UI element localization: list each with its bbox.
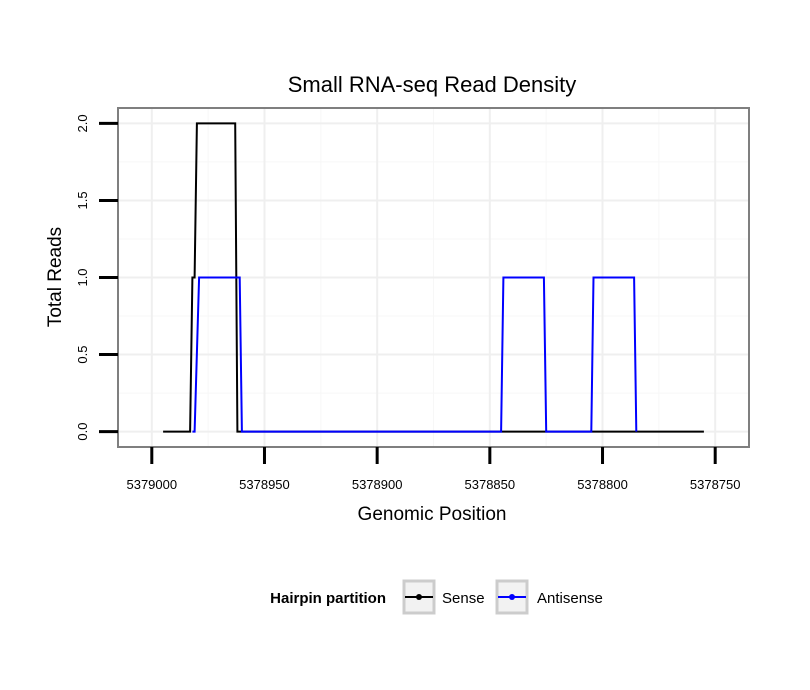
x-tick-label: 5378900 [352,477,403,492]
x-axis: 5379000 5378950 5378900 5378850 5378800 53787… [126,447,741,492]
y-tick-label: 0.5 [75,346,90,364]
plot-panel [117,107,750,448]
legend-label-antisense: Antisense [537,590,603,607]
y-tick-label: 1.5 [75,191,90,209]
legend-item-sense: Sense [402,579,485,615]
series-line-sense [163,122,704,433]
y-axis: 0.0 0.5 1.0 1.5 2.0 [75,114,118,441]
series-lines [163,122,704,433]
grid [118,108,749,447]
y-tick-label: 0.0 [75,423,90,441]
x-axis-title: Genomic Position [358,504,507,525]
legend-key-sense [416,594,422,600]
x-tick-label: 5378850 [465,477,516,492]
legend-key-antisense [509,594,515,600]
x-tick-label: 5378800 [577,477,628,492]
legend-title: Hairpin partition [270,590,386,607]
series-line-antisense [192,276,638,433]
x-tick-label: 5378750 [690,477,741,492]
legend-label-sense: Sense [442,590,485,607]
legend-item-antisense: Antisense [495,579,603,615]
chart-title: Small RNA-seq Read Density [288,72,577,97]
x-tick-label: 5379000 [126,477,177,492]
y-tick-label: 1.0 [75,268,90,286]
y-tick-label: 2.0 [75,114,90,132]
legend: Hairpin partition Sense Antisense [270,579,603,615]
y-axis-title: Total Reads [45,227,66,327]
x-tick-label: 5378950 [239,477,290,492]
